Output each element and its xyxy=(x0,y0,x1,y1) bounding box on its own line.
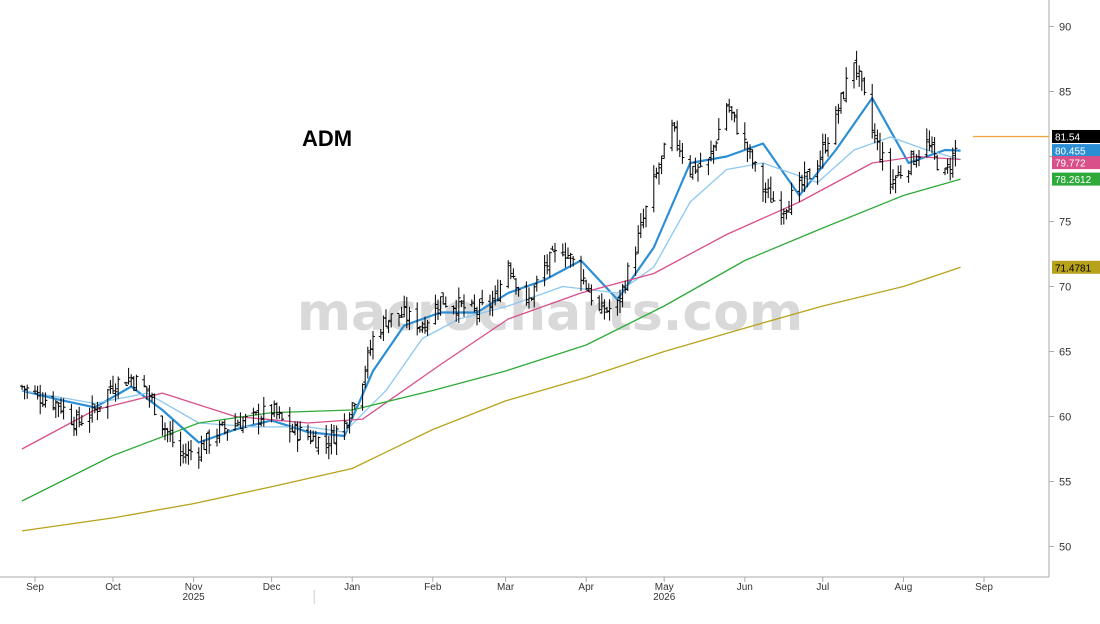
series-line-2 xyxy=(21,136,961,433)
x-tick-label: Apr xyxy=(578,582,594,593)
y-tick-label: 90 xyxy=(1059,22,1071,34)
x-tick-label: Sep xyxy=(26,582,44,593)
y-tick-label: 50 xyxy=(1059,542,1071,554)
year-label: 2026 xyxy=(653,592,676,603)
y-tick-label: 70 xyxy=(1059,282,1071,294)
value-label-3: 79.772 xyxy=(1055,159,1086,170)
series-line-3 xyxy=(21,155,961,450)
y-tick-label: 75 xyxy=(1059,217,1071,229)
x-tick-label: May xyxy=(655,582,674,593)
value-label-2: 80.455 xyxy=(1055,147,1086,158)
value-label-bg-4 xyxy=(1052,172,1100,186)
x-tick-label: Oct xyxy=(105,582,121,593)
y-tick-label: 65 xyxy=(1059,347,1071,359)
value-label-4: 78.2612 xyxy=(1055,175,1092,186)
x-tick-label: Jul xyxy=(816,582,829,593)
value-label-1: 81.54 xyxy=(1055,132,1080,143)
series-line-5 xyxy=(21,266,961,532)
x-tick-label: Jan xyxy=(344,582,360,593)
series-line-1 xyxy=(21,96,961,444)
value-label-bg-2 xyxy=(1052,144,1100,158)
x-tick-label: Dec xyxy=(263,582,281,593)
y-tick-label: 55 xyxy=(1059,477,1071,489)
value-label-5: 71.4781 xyxy=(1055,263,1092,274)
x-tick-label: Jun xyxy=(737,582,753,593)
year-label: 2025 xyxy=(182,592,205,603)
value-label-bg-5 xyxy=(1052,260,1100,274)
x-tick-label: Aug xyxy=(895,582,913,593)
x-tick-label: Sep xyxy=(975,582,993,593)
x-tick-label: Feb xyxy=(424,582,442,593)
chart-title: ADM xyxy=(302,126,352,151)
value-label-bg-3 xyxy=(1052,156,1100,170)
y-tick-label: 85 xyxy=(1059,87,1071,99)
x-tick-label: Mar xyxy=(497,582,515,593)
x-tick-label: Nov xyxy=(185,582,203,593)
series-line-4 xyxy=(21,178,961,502)
value-label-bg-1 xyxy=(1052,129,1100,143)
y-tick-label: 60 xyxy=(1059,412,1071,424)
